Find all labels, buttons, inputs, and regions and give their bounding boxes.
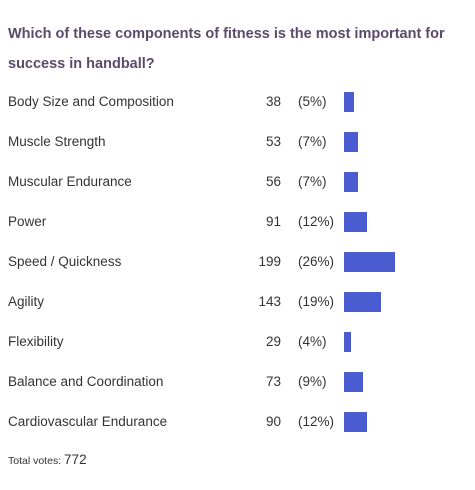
option-percent: (12%) [298,214,335,229]
option-label: Cardiovascular Endurance [8,414,168,429]
option-vote-count: 199 [258,254,281,269]
option-vote-count: 53 [265,134,281,149]
option-vote-count: 90 [265,414,281,429]
option-vote-count: 29 [265,334,281,349]
poll-option-row: Cardiovascular Endurance 90 (12%) [0,402,475,442]
option-label: Muscle Strength [8,134,106,149]
poll-option-row: Power 91 (12%) [0,202,475,242]
option-percent: (7%) [298,134,327,149]
option-vote-count: 91 [265,214,281,229]
option-bar [344,92,354,112]
option-percent: (9%) [298,374,327,389]
option-vote-count: 38 [265,94,281,109]
poll-option-row: Agility 143 (19%) [0,282,475,322]
option-label: Power [8,214,47,229]
option-label: Speed / Quickness [8,254,122,269]
option-vote-count: 73 [265,374,281,389]
poll-option-row: Muscular Endurance 56 (7%) [0,162,475,202]
option-bar [344,292,381,312]
poll-option-row: Body Size and Composition 38 (5%) [0,82,475,122]
option-bar [344,332,351,352]
option-bar [344,252,395,272]
option-percent: (7%) [298,174,327,189]
poll-option-row: Muscle Strength 53 (7%) [0,122,475,162]
poll-option-row: Flexibility 29 (4%) [0,322,475,362]
option-percent: (4%) [298,334,327,349]
option-vote-count: 143 [258,294,281,309]
option-label: Muscular Endurance [8,174,132,189]
option-percent: (12%) [298,414,335,429]
option-label: Agility [8,294,45,309]
option-label: Flexibility [8,334,64,349]
total-votes-label: Total votes: [8,455,62,467]
poll-option-row: Speed / Quickness 199 (26%) [0,242,475,282]
total-votes: Total votes: 772 [8,452,87,467]
poll-results: Body Size and Composition 38 (5%) Muscle St… [0,82,475,442]
poll-option-row: Balance and Coordination 73 (9%) [0,362,475,402]
poll-question: Which of these components of fitness is … [8,26,445,72]
total-votes-value: 772 [64,452,87,467]
option-bar [344,412,367,432]
option-label: Body Size and Composition [8,94,174,109]
option-bar [344,172,358,192]
option-vote-count: 56 [265,174,281,189]
option-label: Balance and Coordination [8,374,164,389]
option-percent: (19%) [298,294,335,309]
option-percent: (5%) [298,94,327,109]
option-bar [344,372,363,392]
option-bar [344,132,358,152]
option-bar [344,212,367,232]
option-percent: (26%) [298,254,335,269]
